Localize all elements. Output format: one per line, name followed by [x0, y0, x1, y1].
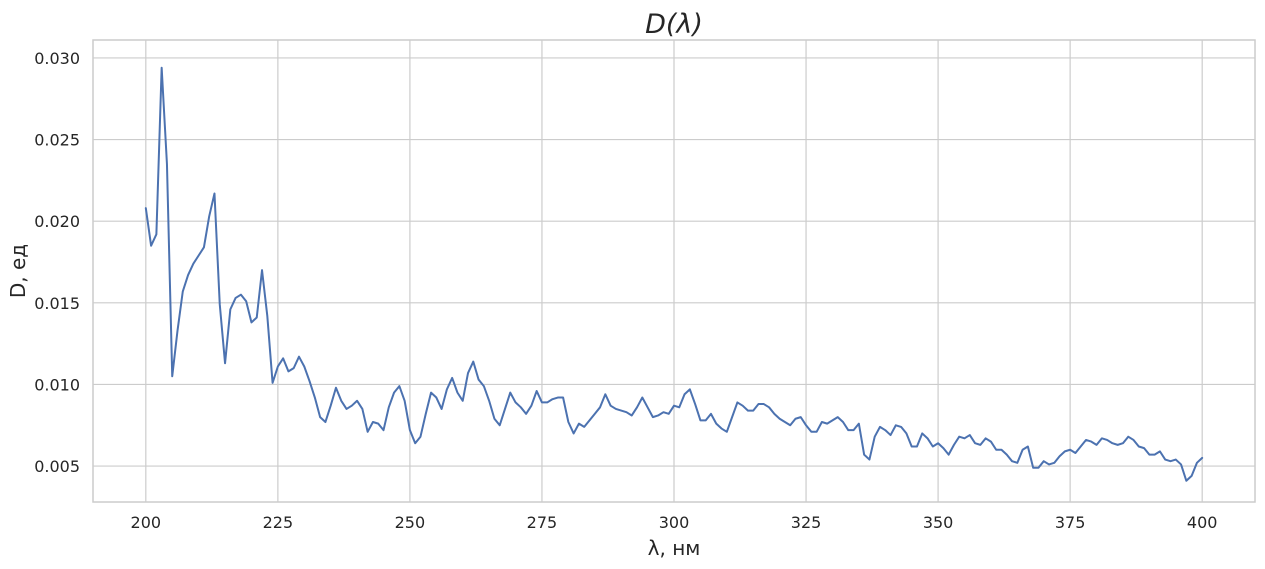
x-tick-label-7: 375: [1055, 513, 1086, 532]
plot-frame: [92, 39, 1256, 503]
y-axis-ticks: 0.005 0.010 0.015 0.020 0.025 0.030: [34, 49, 80, 476]
grid-lines: [93, 40, 1255, 502]
x-tick-label-2: 250: [395, 513, 426, 532]
x-tick-label-4: 300: [659, 513, 690, 532]
y-tick-label-1: 0.010: [34, 375, 80, 394]
x-axis-label: λ, нм: [648, 536, 701, 560]
y-tick-label-2: 0.015: [34, 294, 80, 313]
y-tick-label-4: 0.025: [34, 131, 80, 150]
x-tick-label-5: 325: [791, 513, 822, 532]
y-tick-label-0: 0.005: [34, 457, 80, 476]
series-layer: [144, 66, 1204, 482]
x-tick-label-6: 350: [923, 513, 954, 532]
y-tick-label-3: 0.020: [34, 212, 80, 231]
chart-title: D(λ): [645, 9, 703, 40]
x-tick-label-0: 200: [131, 513, 162, 532]
x-tick-label-1: 225: [263, 513, 294, 532]
y-axis-label: D, ед: [6, 244, 30, 298]
y-tick-label-5: 0.030: [34, 49, 80, 68]
series-line-0: [144, 66, 1204, 482]
x-axis-ticks: 200 225 250 275 300 325 350 375 400: [131, 513, 1218, 532]
x-tick-label-8: 400: [1187, 513, 1218, 532]
x-tick-label-3: 275: [527, 513, 558, 532]
